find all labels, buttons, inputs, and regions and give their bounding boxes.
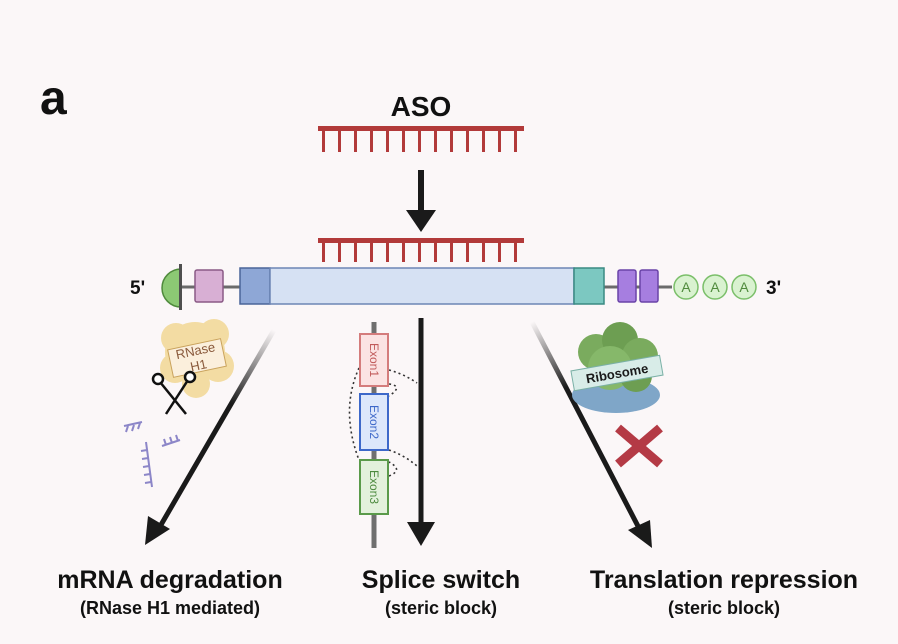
polya-letter: A: [739, 279, 749, 295]
aso-base-tick: [402, 130, 405, 152]
aso-base-tick: [338, 242, 341, 262]
five-prime-label: 5': [130, 278, 145, 299]
translation-arrow-head: [628, 520, 652, 548]
outcome-subtitle-degradation: (RNase H1 mediated): [80, 598, 260, 618]
aso-base-tick: [418, 242, 421, 262]
aso-base-tick: [450, 130, 453, 152]
aso-base-tick: [434, 130, 437, 152]
block-cross-icon: [615, 424, 663, 468]
degradation-arrow-head: [145, 516, 170, 545]
stop-region: [573, 267, 605, 305]
aso-base-tick: [482, 130, 485, 152]
aso-base-tick: [386, 130, 389, 152]
polya-letter: A: [710, 279, 720, 295]
outcome-subtitle-splice: (steric block): [385, 598, 497, 618]
splice-arrow-head: [407, 522, 435, 546]
aso-base-tick: [450, 242, 453, 262]
exon3-label: Exon3: [367, 470, 381, 504]
aso-oligo-bound: [318, 238, 524, 262]
aso-base-tick: [370, 130, 373, 152]
utr-element-3a: [617, 269, 637, 303]
five-prime-cap-icon: [161, 268, 182, 308]
utr-element-5: [194, 269, 224, 303]
aso-base-tick: [466, 130, 469, 152]
translation-arrow: [529, 320, 643, 532]
scissors-icon: [151, 370, 197, 415]
exon3-box: [359, 459, 389, 515]
aso-base-tick: [514, 242, 517, 262]
aso-base-tick: [354, 242, 357, 262]
exon1-label: Exon1: [367, 343, 381, 377]
cap-stalk: [179, 264, 182, 310]
start-region: [239, 267, 271, 305]
aso-base-tick: [322, 130, 325, 152]
exon2-box: [359, 393, 389, 451]
rnase-h1-enzyme-icon: RNase H1: [160, 319, 234, 398]
outcome-title-splice: Splice switch: [362, 566, 520, 594]
aso-base-tick: [386, 242, 389, 262]
aso-base-tick: [322, 242, 325, 262]
polya-letter: A: [681, 279, 691, 295]
binding-arrow-head: [406, 210, 436, 232]
outcome-title-degradation: mRNA degradation: [57, 566, 282, 594]
aso-base-tick: [498, 130, 501, 152]
degradation-arrow: [155, 328, 277, 532]
aso-label: ASO: [391, 91, 452, 122]
aso-base-tick: [418, 130, 421, 152]
aso-base-tick: [354, 130, 357, 152]
aso-base-tick: [466, 242, 469, 262]
panel-letter: a: [40, 72, 67, 125]
coding-region: [269, 267, 575, 305]
polya-tail: A A A: [673, 274, 757, 300]
three-prime-label: 3': [766, 278, 781, 299]
aso-base-tick: [338, 130, 341, 152]
utr-element-3b: [639, 269, 659, 303]
aso-base-tick: [482, 242, 485, 262]
exon1-box: [359, 333, 389, 387]
aso-base-tick: [498, 242, 501, 262]
outcome-subtitle-translation: (steric block): [668, 598, 780, 618]
rnase-label-line2: H1: [189, 356, 208, 374]
aso-base-tick: [370, 242, 373, 262]
aso-oligo-free: [318, 126, 524, 152]
aso-base-tick: [402, 242, 405, 262]
mrna-fragments-icon: [123, 421, 181, 488]
aso-base-tick: [434, 242, 437, 262]
outcome-title-translation: Translation repression: [590, 566, 858, 594]
exon2-label: Exon2: [367, 405, 381, 439]
splice-junctions: [348, 367, 418, 477]
aso-base-tick: [514, 130, 517, 152]
ribosome-icon: Ribosome: [570, 322, 664, 413]
